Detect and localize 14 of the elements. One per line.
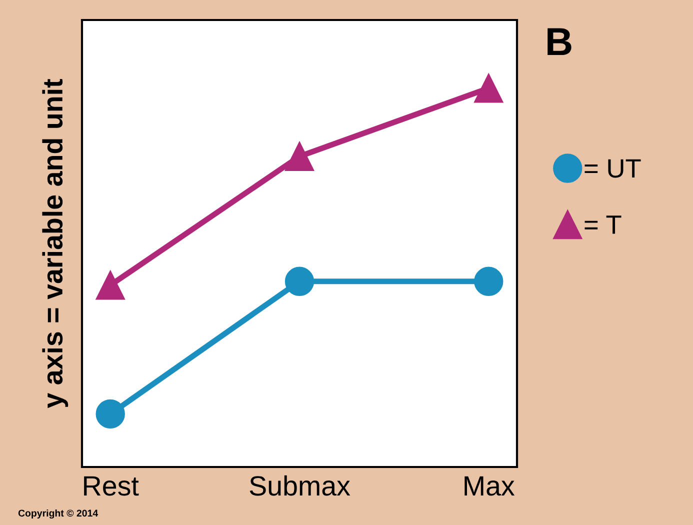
point xyxy=(474,266,504,296)
text: Copyright © 2014 xyxy=(18,509,98,519)
point xyxy=(284,142,314,171)
text: B xyxy=(548,28,572,56)
legend-label: = T xyxy=(584,216,622,234)
y-axis-title: y axis = variable and unit xyxy=(42,79,68,408)
point xyxy=(284,266,314,296)
point xyxy=(96,399,125,429)
point xyxy=(96,270,125,300)
point xyxy=(474,74,504,103)
x-tick-label: Submax xyxy=(250,475,350,496)
legend-label: = UT xyxy=(584,159,641,178)
x-tick-label: Max xyxy=(464,476,515,496)
x-tick-label: Rest xyxy=(84,476,139,496)
